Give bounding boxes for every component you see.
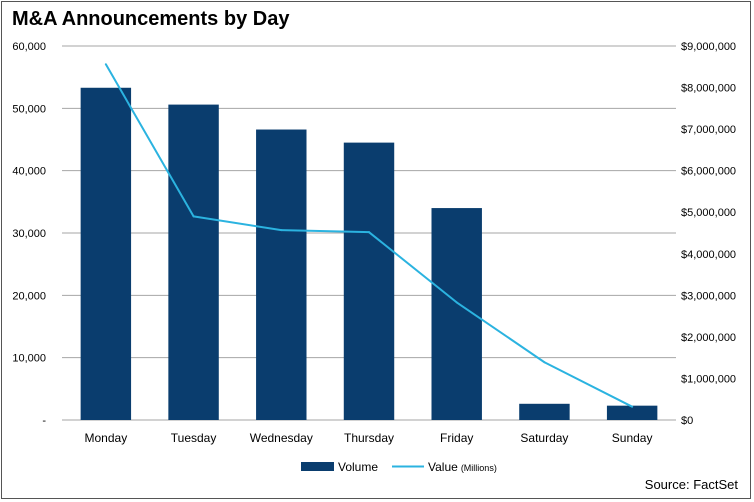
- legend: Volume Value (Millions): [301, 460, 497, 474]
- right-axis-ticks: $0 $1,000,000 $2,000,000 $3,000,000 $4,000,0…: [681, 41, 736, 427]
- legend-volume-label: Volume: [338, 460, 378, 474]
- right-tick-label: $5,000,000: [681, 207, 736, 219]
- left-tick-label: 20,000: [12, 290, 46, 302]
- right-tick-label: $7,000,000: [681, 124, 736, 136]
- right-tick-label: $1,000,000: [681, 373, 736, 385]
- category-label: Friday: [440, 431, 473, 445]
- volume-bar: [606, 405, 658, 420]
- right-tick-label: $8,000,000: [681, 83, 736, 95]
- value-line-segment: [280, 229, 370, 234]
- value-line-segment: [543, 361, 634, 408]
- left-tick-label: 60,000: [12, 41, 46, 53]
- source-note: Source: FactSet: [644, 477, 738, 492]
- left-tick-label: -: [42, 415, 46, 427]
- value-line-segment: [104, 63, 195, 218]
- value-line-segment: [192, 215, 283, 232]
- volume-bar: [168, 104, 219, 421]
- chart-title: M&A Announcements by Day: [12, 8, 290, 30]
- right-tick-label: $2,000,000: [681, 332, 736, 344]
- left-tick-label: 50,000: [12, 103, 46, 115]
- legend-value-label: Value (Millions): [428, 460, 497, 474]
- legend-value-name: Value: [428, 460, 458, 474]
- right-tick-label: $4,000,000: [681, 249, 736, 261]
- volume-bars: [80, 87, 658, 421]
- category-label: Thursday: [344, 431, 394, 445]
- legend-value-suffix: (Millions): [461, 463, 497, 473]
- category-label: Saturday: [520, 431, 568, 445]
- volume-bar: [80, 87, 132, 420]
- category-label: Sunday: [612, 431, 653, 445]
- value-line-layer: [104, 63, 634, 408]
- left-tick-label: 10,000: [12, 353, 46, 365]
- left-tick-label: 30,000: [12, 228, 46, 240]
- right-tick-label: $0: [681, 415, 693, 427]
- volume-bar: [343, 142, 395, 420]
- category-labels: Monday Tuesday Wednesday Thursday Friday Satu…: [85, 431, 653, 445]
- volume-bar: [256, 129, 307, 420]
- left-axis-ticks: - 10,000 20,000 30,000 40,000 50,000 60,000: [12, 41, 46, 427]
- value-line-segment: [455, 301, 546, 364]
- category-label: Tuesday: [171, 431, 217, 445]
- value-line-segment: [368, 231, 458, 304]
- right-tick-label: $3,000,000: [681, 290, 736, 302]
- legend-volume-swatch: [301, 462, 334, 471]
- left-tick-label: 40,000: [12, 166, 46, 178]
- right-tick-label: $9,000,000: [681, 41, 736, 53]
- category-label: Wednesday: [250, 431, 313, 445]
- right-tick-label: $6,000,000: [681, 166, 736, 178]
- volume-bar: [519, 403, 570, 420]
- category-label: Monday: [85, 431, 128, 445]
